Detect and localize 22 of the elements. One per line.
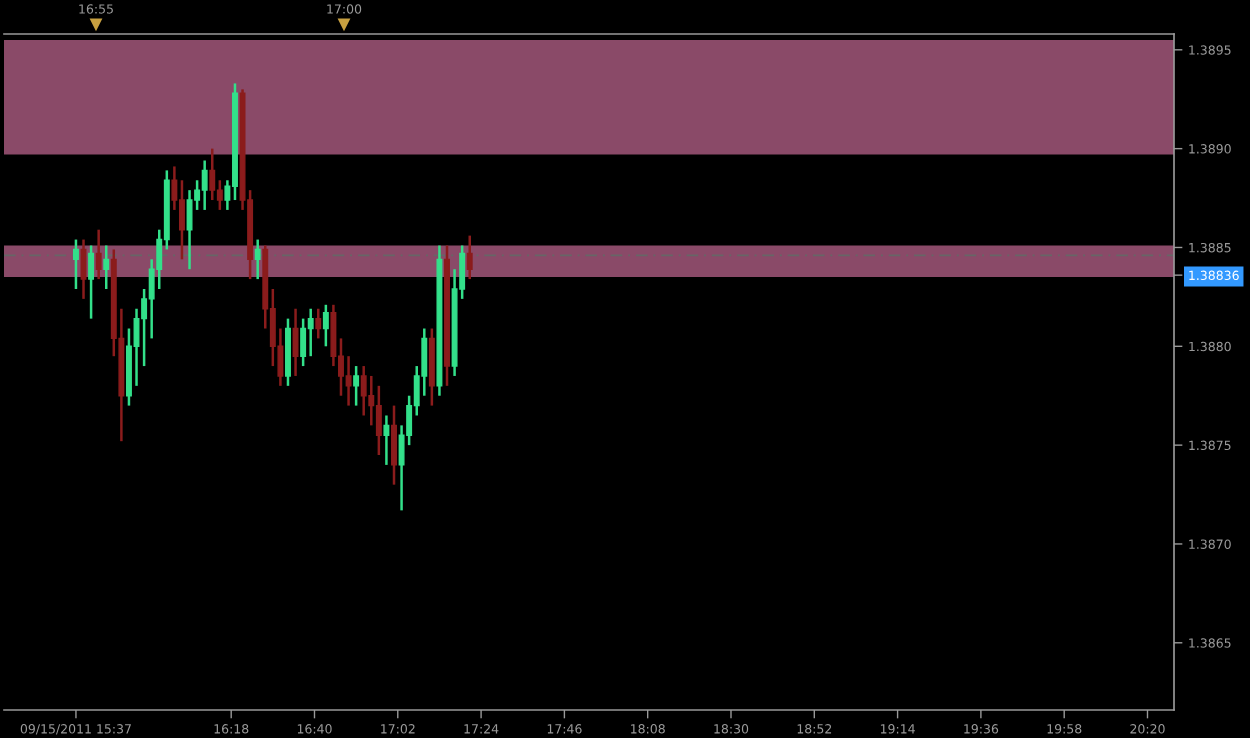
- candlestick: [300, 317, 307, 368]
- candlestick: [353, 364, 360, 407]
- candlestick: [72, 238, 79, 291]
- candlestick: [391, 404, 397, 486]
- candlestick: [88, 244, 95, 320]
- candlestick: [254, 238, 261, 281]
- candlestick: [322, 303, 329, 348]
- candlestick: [383, 414, 390, 467]
- candlestick: [103, 244, 110, 291]
- candlestick: [209, 147, 216, 202]
- candlestick: [186, 188, 193, 271]
- candlestick: [428, 327, 435, 407]
- candlestick: [466, 234, 473, 281]
- candlestick: [345, 354, 352, 407]
- candlestick: [315, 307, 322, 340]
- candlestick: [201, 159, 208, 212]
- candlestick: [95, 228, 102, 281]
- candlestick: [307, 307, 314, 358]
- candlestick: [360, 364, 367, 417]
- candlestick: [375, 384, 382, 457]
- candlestick: [292, 307, 299, 378]
- candlestick: [285, 317, 291, 388]
